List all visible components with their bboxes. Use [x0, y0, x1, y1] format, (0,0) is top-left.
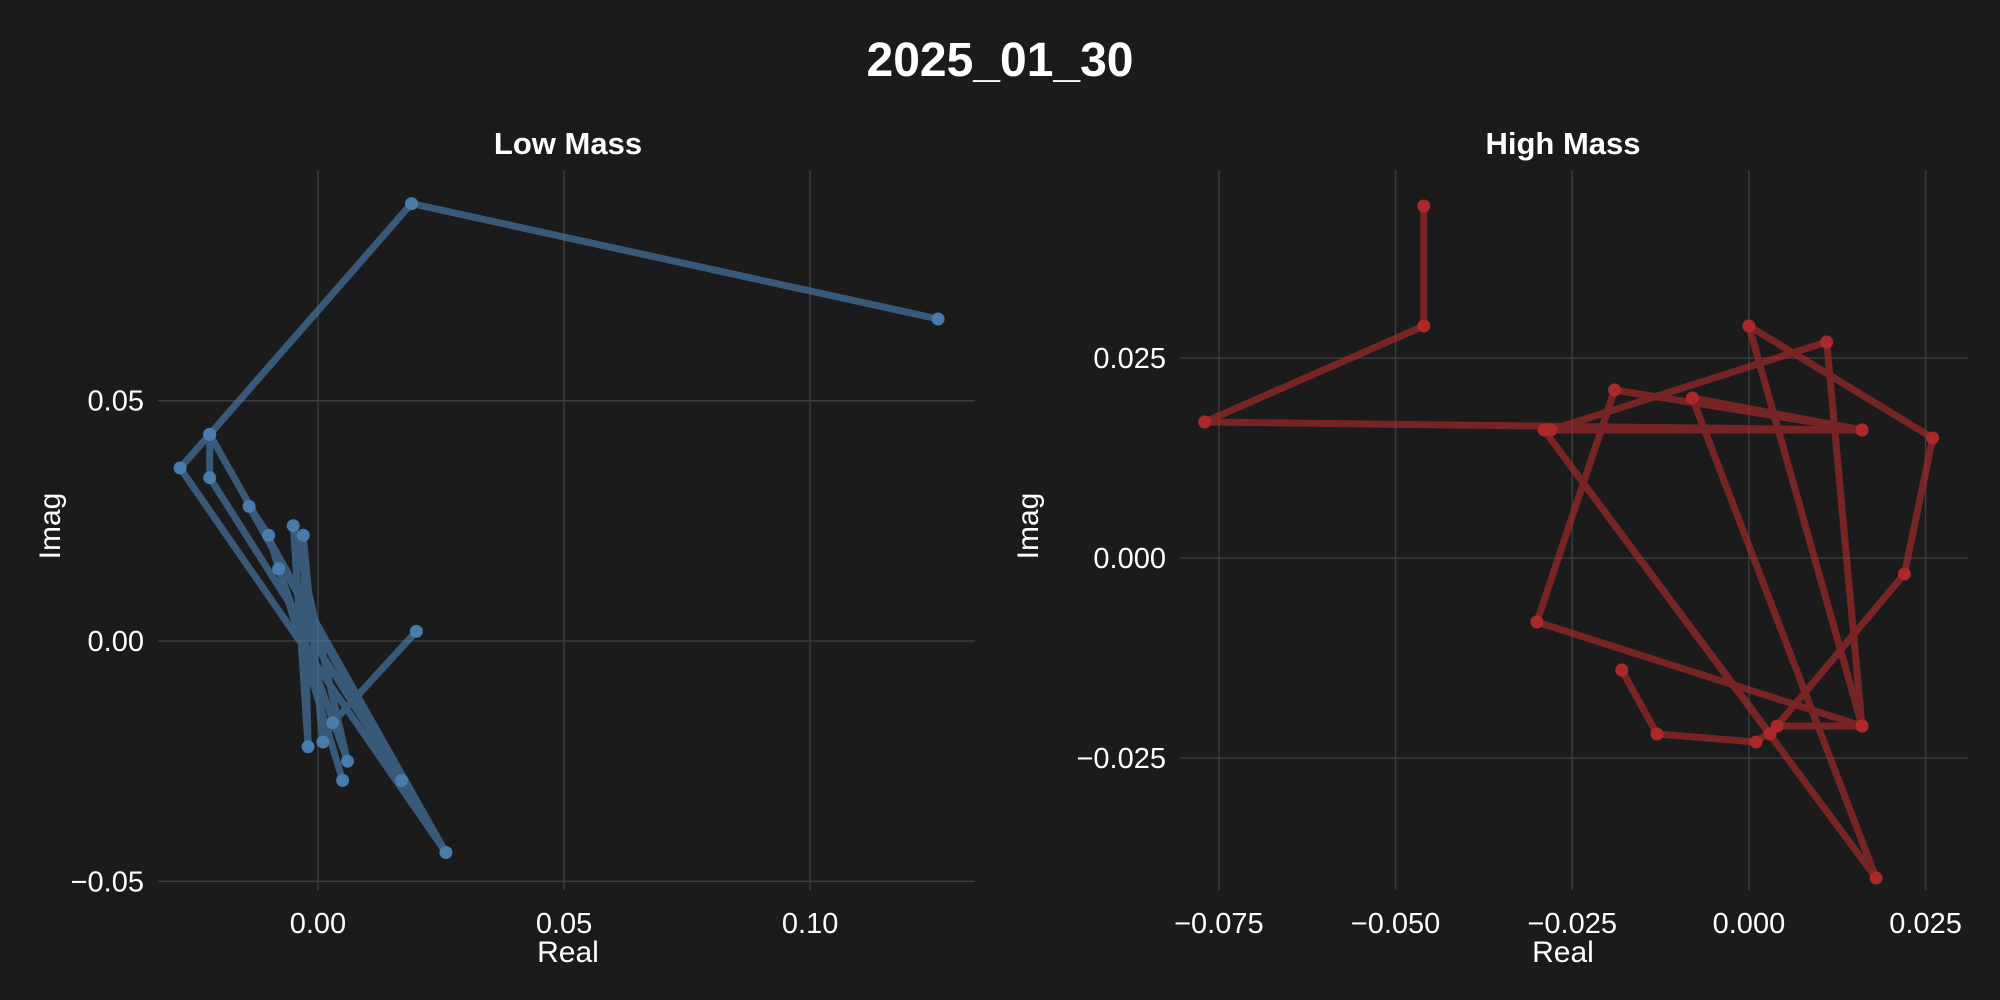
- low-mass-data-point: [203, 471, 217, 485]
- high-mass-data-point: [1926, 431, 1940, 445]
- high-mass-data-point: [1530, 615, 1544, 629]
- high-mass-data-point: [1897, 567, 1911, 581]
- low-mass-data-point: [286, 519, 300, 533]
- high-mass-data-point: [1770, 719, 1784, 733]
- figure-title: 2025_01_30: [867, 34, 1134, 87]
- low-mass-y-tick-label: 0.05: [88, 386, 144, 418]
- high-mass-data-point: [1855, 719, 1869, 733]
- high-mass-data-point: [1685, 391, 1699, 405]
- high-mass-x-tick-label: −0.075: [1174, 908, 1264, 940]
- high-mass-data-point: [1855, 423, 1869, 437]
- high-mass-y-axis-label: Imag: [1012, 493, 1045, 560]
- low-mass-data-point: [301, 740, 315, 754]
- low-mass-data-point: [316, 735, 330, 749]
- low-mass-y-axis-label: Imag: [34, 493, 67, 560]
- high-mass-y-tick-label: 0.025: [1093, 343, 1166, 375]
- high-mass-data-point: [1650, 727, 1664, 741]
- low-mass-data-point: [341, 754, 354, 768]
- high-mass-series-line: [1201, 202, 1937, 882]
- low-mass-data-point: [931, 312, 945, 326]
- low-mass-data-point: [405, 197, 418, 211]
- low-mass-data-point: [262, 528, 276, 542]
- low-mass-data-point: [203, 427, 217, 441]
- low-mass-x-tick-label: 0.00: [290, 908, 346, 940]
- high-mass-data-point: [1417, 199, 1431, 213]
- high-mass-x-tick-label: −0.025: [1527, 908, 1617, 940]
- high-mass-panel: High Mass Real Imag −0.075 −0.050 −0.025 0.…: [1012, 126, 1968, 969]
- low-mass-data-point: [296, 528, 310, 542]
- low-mass-data-point: [272, 562, 286, 576]
- high-mass-y-tick-label: 0.000: [1093, 543, 1166, 575]
- high-mass-data-point: [1537, 423, 1551, 437]
- high-mass-data-point: [1417, 319, 1431, 333]
- low-mass-data-point: [326, 716, 340, 730]
- low-mass-y-tick-label: 0.00: [88, 626, 144, 658]
- low-mass-panel: Low Mass Real Imag 0.00 0.05 0.10 −0.05 0.00…: [34, 126, 975, 969]
- high-mass-data-point: [1869, 871, 1883, 885]
- high-mass-title: High Mass: [1485, 126, 1640, 161]
- low-mass-y-tick-label: −0.05: [71, 866, 144, 898]
- high-mass-y-tick-label: −0.025: [1076, 743, 1166, 775]
- low-mass-data-point: [409, 624, 423, 638]
- low-mass-x-tick-label: 0.10: [782, 908, 838, 940]
- high-mass-x-axis-label: Real: [1532, 936, 1594, 969]
- high-mass-data-point: [1615, 663, 1629, 677]
- high-mass-data-point: [1749, 735, 1763, 749]
- low-mass-x-axis-label: Real: [537, 936, 599, 969]
- high-mass-data-point: [1198, 415, 1212, 429]
- high-mass-data-point: [1608, 383, 1622, 397]
- low-mass-title: Low Mass: [494, 126, 642, 161]
- low-mass-data-point: [336, 773, 350, 787]
- high-mass-x-tick-label: 0.000: [1713, 908, 1786, 940]
- low-mass-data-point: [395, 773, 409, 787]
- high-mass-data-point: [1742, 319, 1756, 333]
- low-mass-x-tick-label: 0.05: [536, 908, 592, 940]
- high-mass-grid: [1180, 170, 1968, 890]
- low-mass-data-point: [242, 499, 256, 513]
- high-mass-x-tick-label: 0.025: [1889, 908, 1962, 940]
- high-mass-data-point: [1820, 335, 1834, 349]
- high-mass-x-tick-label: −0.050: [1351, 908, 1441, 940]
- low-mass-data-point: [173, 461, 187, 475]
- low-mass-data-point: [439, 846, 453, 859]
